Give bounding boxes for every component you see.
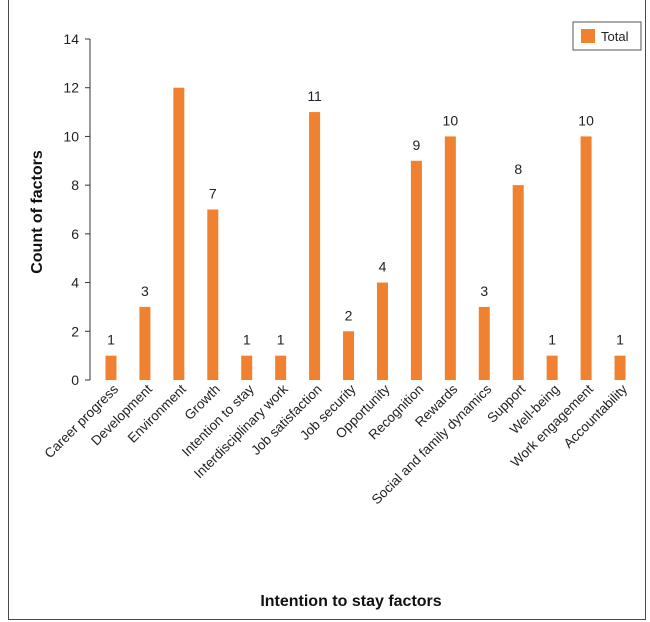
bar	[173, 87, 185, 380]
data-label: 3	[141, 283, 149, 299]
data-label: 7	[209, 186, 217, 202]
y-tick-label: 6	[71, 226, 79, 242]
x-axis-title: Intention to stay factors	[260, 593, 441, 610]
data-label: 1	[277, 332, 285, 348]
bar	[139, 306, 151, 380]
data-label: 4	[379, 259, 387, 275]
data-label: 10	[578, 112, 594, 128]
bar	[207, 209, 219, 380]
data-label: 1	[548, 332, 556, 348]
y-tick-label: 14	[63, 31, 79, 47]
bar	[614, 355, 626, 380]
bar	[241, 355, 253, 380]
y-tick-label: 2	[71, 323, 79, 339]
data-label: 1	[107, 332, 115, 348]
chart-frame	[8, 0, 646, 620]
bar	[309, 112, 321, 381]
x-axis-tick-labels: Career progressDevelopmentEnvironmentGro…	[42, 381, 631, 507]
y-axis: 0 2 4 6 8 10 12 14	[63, 31, 91, 388]
y-tick-label: 0	[71, 372, 79, 388]
y-tick-label: 4	[71, 275, 79, 291]
data-label: 1	[616, 332, 624, 348]
data-label: 9	[413, 137, 421, 153]
legend-swatch	[581, 29, 595, 43]
legend-label: Total	[601, 29, 629, 44]
bar	[105, 355, 117, 380]
data-label: 10	[443, 112, 459, 128]
bar	[478, 306, 490, 380]
y-tick-label: 8	[71, 177, 79, 193]
bar	[275, 355, 287, 380]
bar	[343, 331, 355, 380]
y-tick-label: 12	[63, 80, 79, 96]
bar	[580, 136, 592, 380]
bar	[512, 185, 524, 380]
data-label: 11	[307, 88, 322, 104]
bar	[546, 355, 558, 380]
data-label: 2	[345, 307, 353, 323]
data-label: 1	[243, 332, 251, 348]
y-axis-title: Count of factors	[29, 150, 46, 274]
legend: Total	[572, 21, 642, 51]
data-label: 3	[480, 283, 488, 299]
bar	[410, 160, 422, 380]
bars	[105, 87, 626, 381]
bar	[376, 282, 388, 380]
y-tick-label: 10	[63, 128, 79, 144]
data-label: 8	[514, 161, 522, 177]
bar	[444, 136, 456, 380]
